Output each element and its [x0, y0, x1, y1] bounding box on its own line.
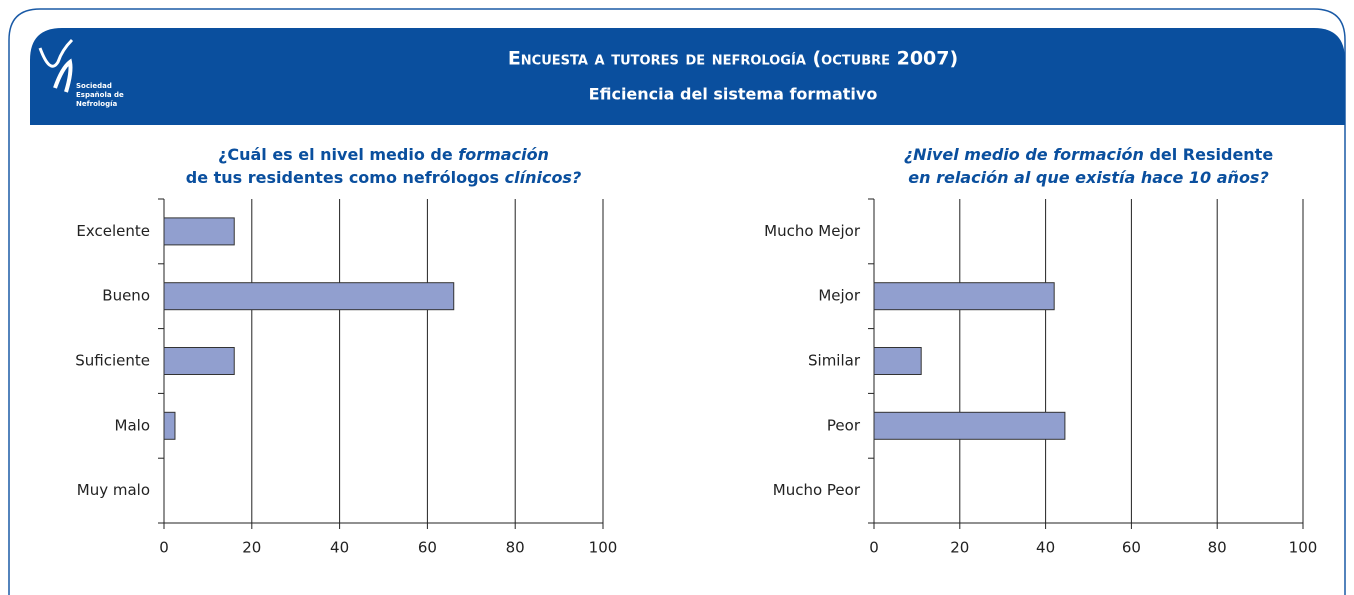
chart-title: de tus residentes como nefrólogos clínic…: [186, 168, 581, 187]
chart-title: ¿Nivel medio de formación del Residente: [904, 145, 1274, 164]
logo: Sociedad Española de Nefrología: [38, 38, 124, 108]
title-part: de tus residentes como nefrólogos: [186, 168, 505, 187]
title-part: clínicos?: [505, 168, 582, 187]
x-tick-label: 40: [330, 539, 349, 557]
bar: [163, 347, 235, 375]
x-tick-label: 0: [159, 539, 169, 557]
x-tick-label: 80: [506, 539, 525, 557]
x-tick-label: 60: [1122, 539, 1141, 557]
x-tick-label: 100: [589, 539, 618, 557]
bar: [163, 411, 176, 440]
x-tick-label: 40: [1036, 539, 1055, 557]
header-subtitle: Eficiencia del sistema formativo: [589, 85, 878, 104]
frame: [8, 8, 1346, 595]
y-tick-label: Mucho Mejor: [764, 222, 861, 240]
title-part: ¿Nivel medio de formación: [904, 145, 1144, 164]
y-tick-label: Bueno: [102, 287, 150, 305]
bar: [873, 347, 922, 375]
chart-title: ¿Cuál es el nivel medio de formación: [218, 145, 549, 164]
x-tick-label: 0: [869, 539, 879, 557]
y-tick-label: Malo: [115, 416, 150, 434]
y-tick-label: Peor: [827, 416, 861, 434]
logo-text: Sociedad: [76, 82, 112, 90]
x-tick-label: 20: [950, 539, 969, 557]
bar: [163, 217, 235, 246]
logo-text: Nefrología: [76, 100, 118, 108]
title-part: formación: [458, 145, 549, 164]
x-tick-label: 100: [1289, 539, 1318, 557]
y-tick-label: Suficiente: [75, 352, 150, 370]
y-tick-label: Similar: [808, 352, 861, 370]
header-title: Encuesta a tutores de nefrología (octubr…: [508, 48, 958, 70]
bar: [163, 282, 455, 311]
bar: [873, 282, 1055, 311]
x-tick-label: 20: [242, 539, 261, 557]
title-part: del Residente: [1144, 145, 1273, 164]
bar: [873, 411, 1066, 440]
x-tick-label: 80: [1208, 539, 1227, 557]
y-tick-label: Mucho Peor: [773, 481, 861, 499]
title-part: en relación al que existía hace 10 años?: [908, 168, 1268, 187]
chart-title: en relación al que existía hace 10 años?: [908, 168, 1268, 187]
title-part: ¿Cuál es el nivel medio de: [218, 145, 458, 164]
logo-text: Española de: [76, 91, 124, 99]
y-tick-label: Muy malo: [77, 481, 150, 499]
y-tick-label: Mejor: [818, 287, 861, 305]
header-band: [30, 28, 1345, 125]
x-tick-label: 60: [418, 539, 437, 557]
y-tick-label: Excelente: [76, 222, 150, 240]
